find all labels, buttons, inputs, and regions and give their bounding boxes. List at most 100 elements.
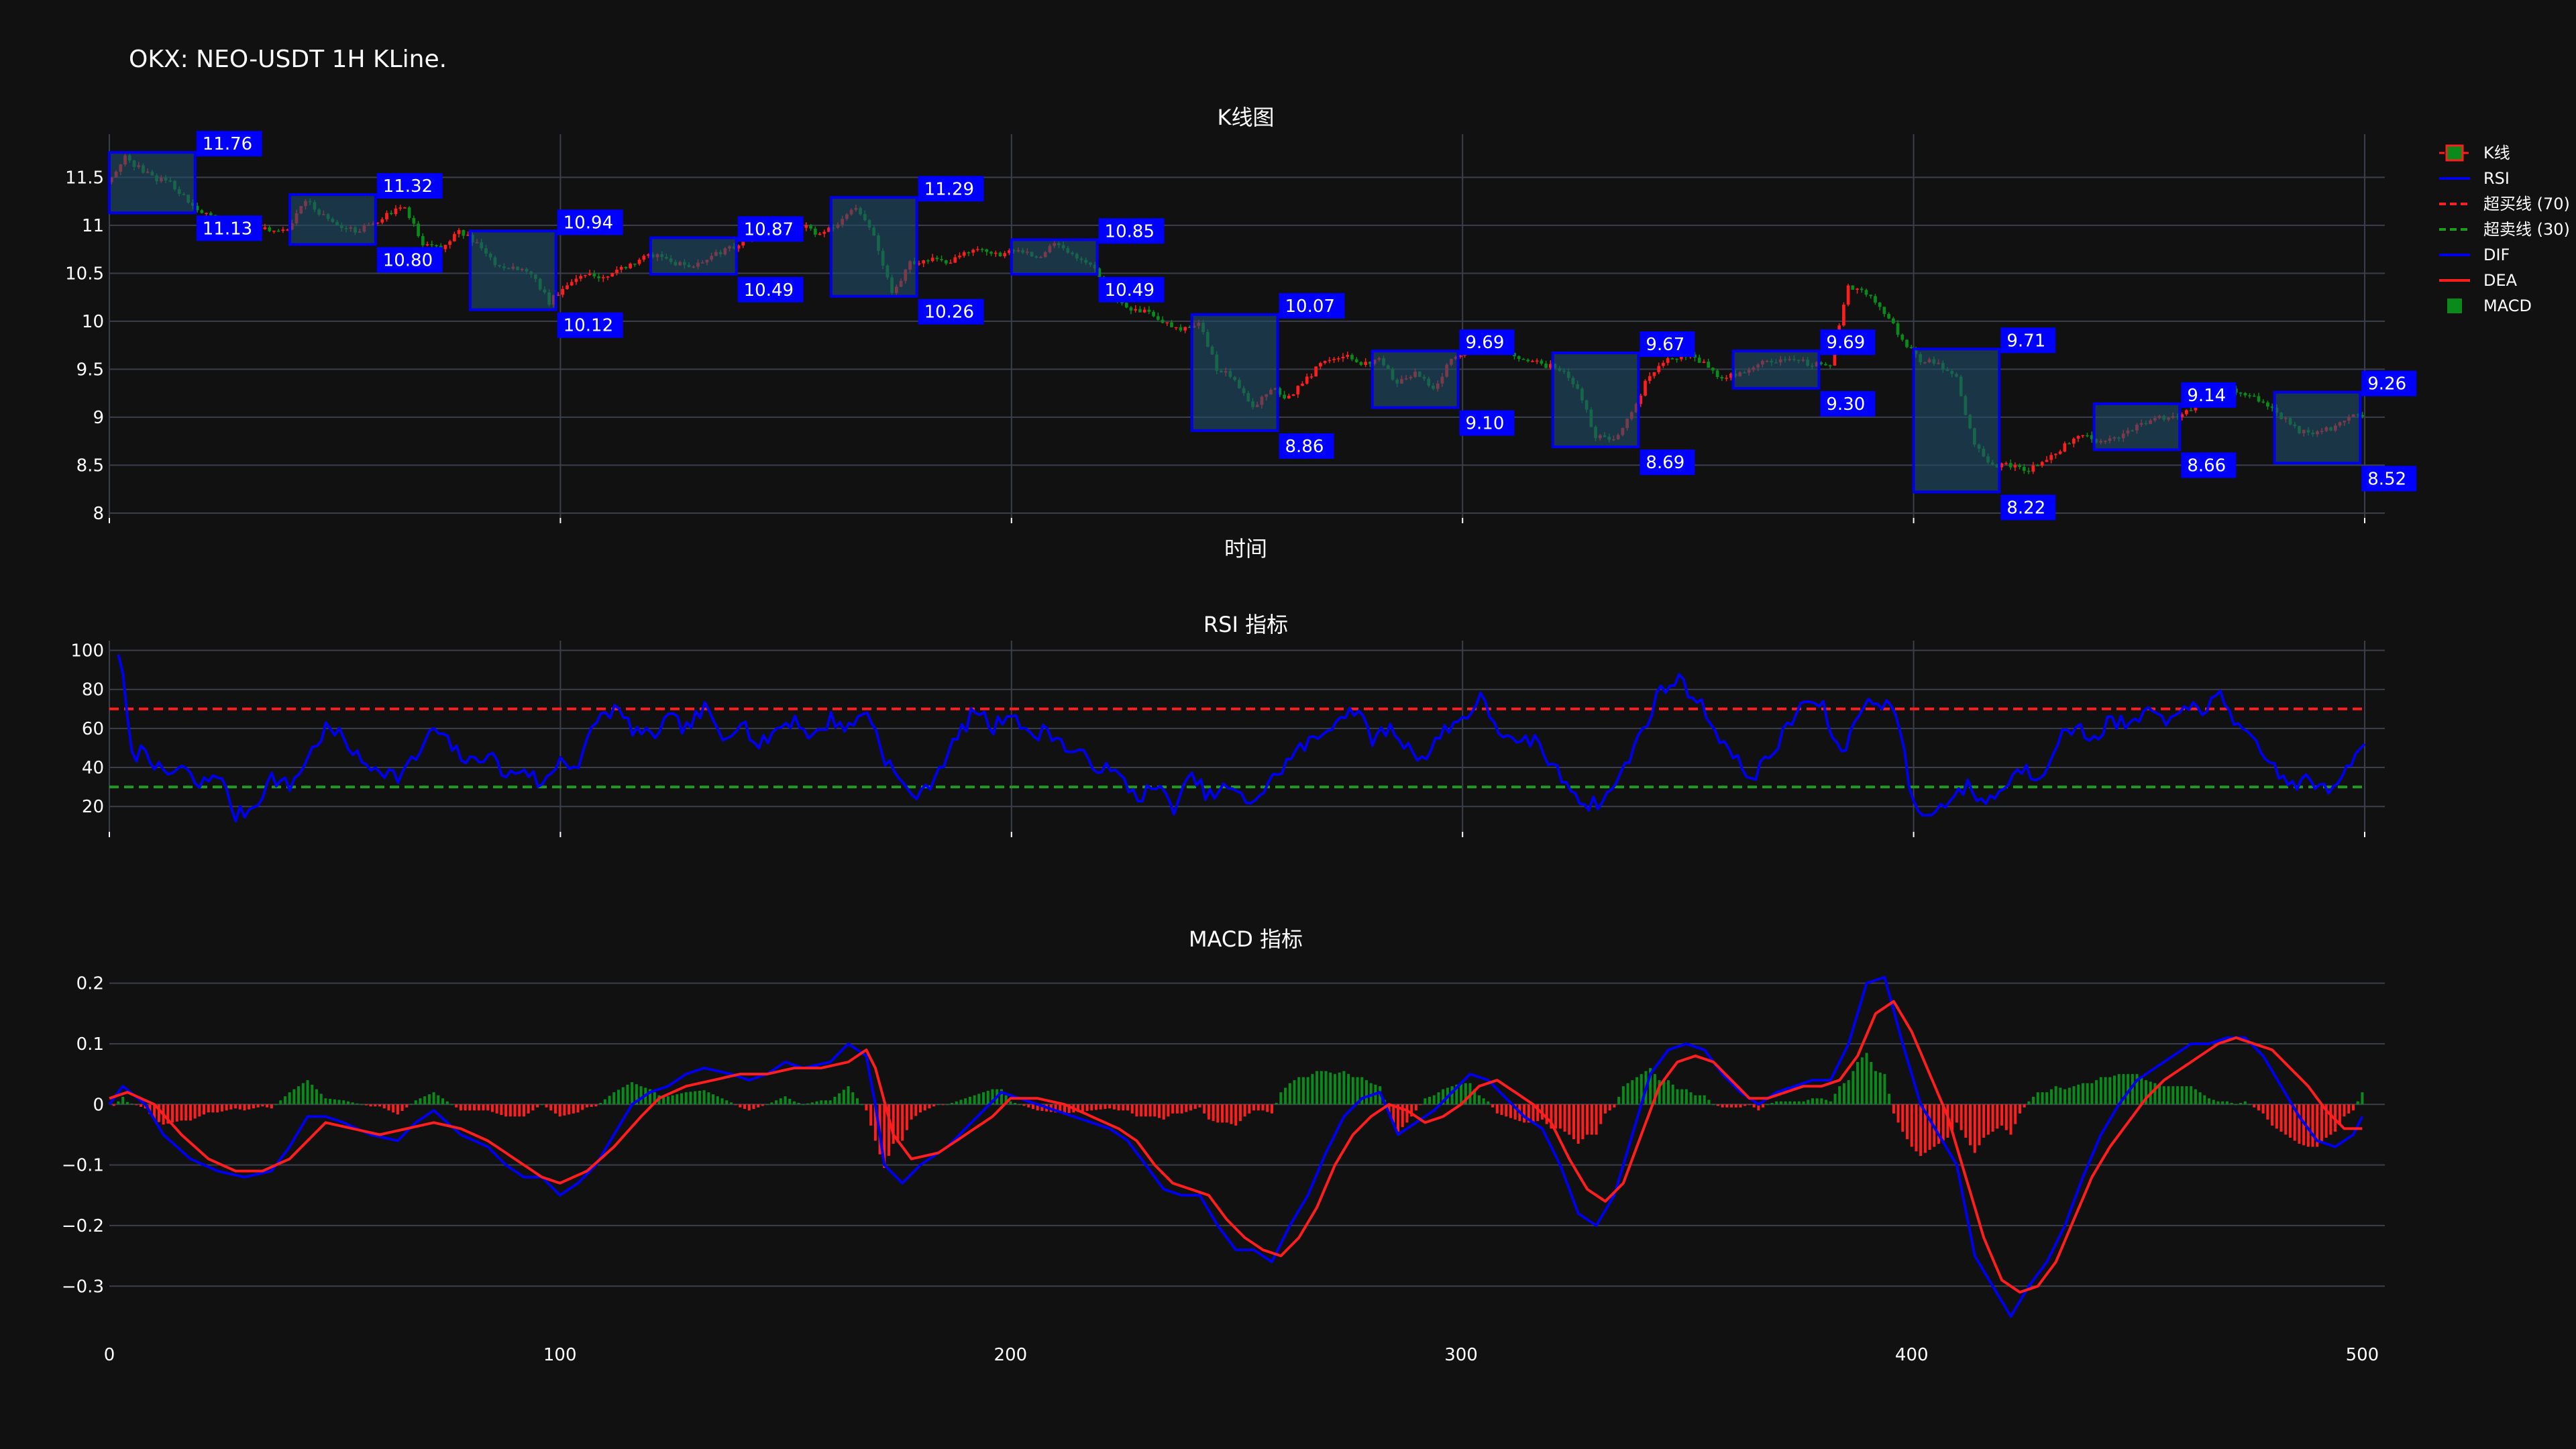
macd-histogram-bar bbox=[833, 1097, 837, 1105]
macd-histogram-bar bbox=[527, 1104, 530, 1114]
macd-xtick-label: 500 bbox=[2346, 1345, 2379, 1365]
macd-histogram-bar bbox=[676, 1094, 679, 1105]
kline-candle-body bbox=[827, 227, 830, 232]
macd-histogram-bar bbox=[626, 1084, 629, 1105]
macd-histogram-bar bbox=[2112, 1075, 2116, 1105]
macd-histogram-bar bbox=[1545, 1104, 1548, 1124]
legend: K线 RSI 超买线 (70) 超卖线 (30) DIF DEA MACD bbox=[2439, 144, 2570, 315]
macd-histogram-bar bbox=[135, 1104, 138, 1106]
macd-histogram-bar bbox=[671, 1095, 674, 1105]
macd-histogram-bar bbox=[1126, 1104, 1130, 1111]
macd-histogram-bar bbox=[1369, 1083, 1373, 1105]
macd-histogram-bar bbox=[531, 1104, 535, 1111]
macd-histogram-bar bbox=[1261, 1104, 1265, 1111]
kline-candle-body bbox=[633, 263, 637, 265]
kline-candle-body bbox=[1364, 362, 1367, 365]
kline-range-label-bg bbox=[1640, 449, 1695, 476]
macd-histogram-bar bbox=[1631, 1080, 1634, 1105]
macd-histogram-bar bbox=[1748, 1104, 1751, 1106]
macd-histogram-bar bbox=[1991, 1104, 1994, 1132]
macd-histogram-bar bbox=[1234, 1104, 1238, 1126]
macd-histogram-bar bbox=[459, 1104, 462, 1111]
macd-histogram-bar bbox=[2266, 1104, 2269, 1120]
kline-candle-body bbox=[944, 260, 948, 264]
kline-candle-body bbox=[281, 229, 285, 231]
kline-range-label: 8.22 bbox=[2006, 498, 2045, 518]
macd-histogram-bar bbox=[635, 1084, 638, 1105]
kline-candle-body bbox=[989, 252, 993, 254]
kline-candle-body bbox=[647, 254, 650, 256]
kline-candle-body bbox=[949, 262, 953, 264]
kline-candle-body bbox=[2266, 402, 2269, 407]
kline-range-label: 9.67 bbox=[1646, 335, 1684, 355]
macd-histogram-bar bbox=[297, 1086, 301, 1105]
macd-histogram-bar bbox=[400, 1104, 404, 1112]
macd-histogram-bar bbox=[1915, 1104, 1918, 1152]
macd-histogram-bar bbox=[1951, 1104, 1954, 1130]
macd-histogram-bar bbox=[311, 1084, 314, 1105]
macd-histogram-bar bbox=[725, 1100, 729, 1105]
kline-candle-body bbox=[1368, 362, 1372, 364]
macd-histogram-bar bbox=[928, 1104, 931, 1109]
macd-histogram-bar bbox=[1662, 1080, 1666, 1105]
kline-range-label-bg bbox=[196, 215, 262, 241]
kline-candle-body bbox=[610, 272, 614, 277]
macd-histogram-bar bbox=[743, 1104, 747, 1110]
macd-histogram-bar bbox=[698, 1090, 701, 1105]
kline-ytick-label: 11 bbox=[82, 216, 104, 236]
kline-range-label-bg bbox=[376, 247, 443, 273]
macd-histogram-bar bbox=[1189, 1104, 1193, 1111]
macd-histogram-bar bbox=[468, 1104, 472, 1111]
macd-histogram-bar bbox=[892, 1104, 895, 1144]
macd-histogram-bar bbox=[919, 1104, 922, 1113]
macd-histogram-bar bbox=[2180, 1086, 2184, 1105]
macd-histogram-bar bbox=[1316, 1071, 1319, 1105]
kline-range-label-bg bbox=[557, 209, 623, 235]
kline-candle-body bbox=[1707, 362, 1711, 368]
macd-histogram-bar bbox=[851, 1092, 855, 1105]
macd-histogram-bar bbox=[666, 1096, 669, 1105]
kline-candle-body bbox=[1152, 311, 1155, 317]
kline-candle-body bbox=[1097, 268, 1102, 277]
kline-range-box bbox=[2092, 402, 2182, 451]
kline-candle-body bbox=[2076, 435, 2080, 439]
macd-histogram-bar bbox=[117, 1101, 120, 1105]
macd-histogram-bar bbox=[1874, 1071, 1878, 1105]
macd-histogram-bar bbox=[1937, 1104, 1941, 1144]
macd-histogram-bar bbox=[1428, 1097, 1432, 1105]
macd-histogram-bar bbox=[1487, 1101, 1490, 1105]
macd-ytick-label: −0.1 bbox=[62, 1156, 104, 1176]
macd-histogram-bar bbox=[806, 1103, 810, 1105]
macd-histogram-bar bbox=[1256, 1104, 1260, 1111]
macd-histogram-bar bbox=[2343, 1104, 2346, 1117]
macd-histogram-bar bbox=[1811, 1098, 1814, 1105]
macd-histogram-bar bbox=[977, 1093, 981, 1105]
kline-candle-body bbox=[1296, 386, 1300, 394]
kline-candle-body bbox=[588, 273, 592, 275]
kline-candle-body bbox=[1174, 327, 1178, 329]
kline-candle-body bbox=[2243, 392, 2247, 396]
macd-histogram-bar bbox=[1266, 1104, 1269, 1112]
legend-label: DEA bbox=[2483, 271, 2518, 290]
rsi-ytick-label: 60 bbox=[82, 719, 104, 739]
kline-candle-body bbox=[2040, 462, 2044, 466]
macd-histogram-bar bbox=[360, 1104, 364, 1106]
macd-histogram-bar bbox=[2198, 1092, 2202, 1105]
kline-candle-body bbox=[2081, 435, 2085, 437]
kline-ytick-label: 11.5 bbox=[65, 168, 104, 188]
rsi-line bbox=[117, 654, 2366, 823]
macd-histogram-bar bbox=[283, 1096, 286, 1105]
rsi-ytick-label: 100 bbox=[70, 641, 104, 661]
macd-histogram-bar bbox=[405, 1104, 409, 1108]
macd-histogram-bar bbox=[2027, 1101, 2031, 1105]
kline-candle-body bbox=[457, 230, 461, 234]
macd-histogram-bar bbox=[387, 1104, 390, 1111]
kline-candle-body bbox=[2361, 415, 2364, 417]
legend-label: 超卖线 (30) bbox=[2483, 220, 2570, 239]
macd-histogram-bar bbox=[2153, 1083, 2157, 1105]
kline-candle-body bbox=[1666, 358, 1670, 363]
kline-candle-body bbox=[1662, 362, 1665, 366]
kline-candle-body bbox=[935, 258, 939, 260]
macd-histogram-bar bbox=[553, 1104, 557, 1114]
kline-candle-body bbox=[1526, 360, 1530, 362]
